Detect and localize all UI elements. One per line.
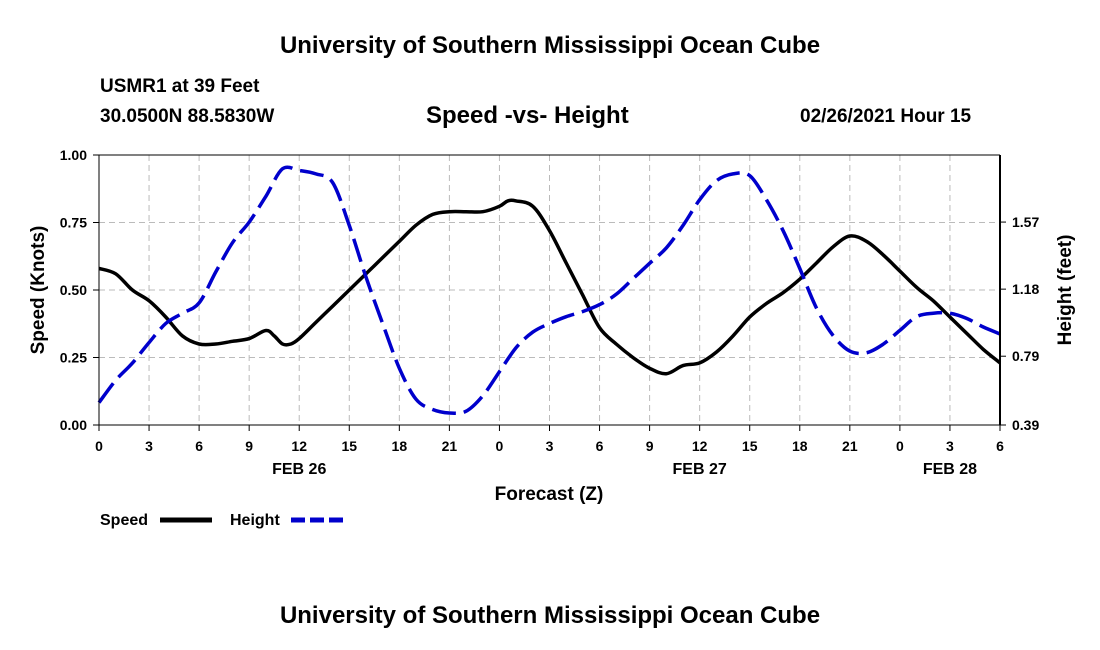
axis-labels: Forecast (Z) Speed (Knots) Height (feet)	[28, 226, 1076, 505]
legend-speed-label: Speed	[100, 512, 148, 529]
x-tick-label: 15	[341, 438, 357, 454]
x-tick-label: 12	[291, 438, 307, 454]
series-height-line	[97, 165, 1001, 416]
x-date-label: FEB 28	[923, 461, 977, 478]
x-tick-label: 12	[692, 438, 708, 454]
x-tick-label: 6	[596, 438, 604, 454]
x-tick-label: 0	[496, 438, 504, 454]
x-tick-label: 0	[95, 438, 103, 454]
x-tick-label: 21	[842, 438, 858, 454]
x-date-label: FEB 27	[673, 461, 727, 478]
station-label: USMR1 at 39 Feet	[100, 76, 260, 97]
legend-height-label: Height	[230, 512, 280, 529]
x-tick-label: 3	[546, 438, 554, 454]
x-tick-label: 18	[792, 438, 808, 454]
series-layer	[97, 165, 1002, 416]
y-tick-label: 0.75	[60, 215, 87, 231]
x-tick-label: 9	[646, 438, 654, 454]
y2-tick-label: 0.79	[1012, 348, 1039, 364]
y-tick-label: 0.00	[60, 417, 87, 433]
x-tick-label: 0	[896, 438, 904, 454]
x-tick-label: 3	[145, 438, 153, 454]
bottom-title: University of Southern Mississippi Ocean…	[279, 602, 821, 629]
grid	[99, 155, 1000, 425]
x-tick-label: 21	[442, 438, 458, 454]
x-tick-label: 6	[195, 438, 203, 454]
x-tick-label: 3	[946, 438, 954, 454]
x-tick-label: 9	[245, 438, 253, 454]
y2-tick-label: 1.57	[1012, 214, 1039, 230]
y-tick-label: 1.00	[60, 147, 87, 163]
y2-tick-label: 1.18	[1012, 281, 1039, 297]
chart-title: Speed -vs- Height	[426, 102, 629, 129]
top-title: University of Southern Mississippi Ocean…	[279, 32, 821, 59]
legend: Speed Height	[100, 512, 343, 529]
x-tick-label: 6	[996, 438, 1004, 454]
y2-axis-label: Height (feet)	[1055, 235, 1076, 346]
x-axis-label: Forecast (Z)	[495, 484, 604, 505]
y-axis-label: Speed (Knots)	[28, 226, 49, 355]
x-date-label: FEB 26	[272, 461, 326, 478]
x-tick-label: 18	[392, 438, 408, 454]
y-tick-label: 0.25	[60, 350, 87, 366]
timestamp-label: 02/26/2021 Hour 15	[800, 106, 972, 127]
y-tick-label: 0.50	[60, 282, 87, 298]
axes: 0 3 6 9 12 15 18 21 0 3 6 9 12 15 18 21 0 3 6 0.00 0.25 0.50 0…	[60, 147, 1040, 478]
series-speed-line	[98, 198, 1002, 376]
y2-tick-label: 0.39	[1012, 417, 1039, 433]
coordinates-label: 30.0500N 88.5830W	[100, 106, 275, 127]
x-tick-label: 15	[742, 438, 758, 454]
